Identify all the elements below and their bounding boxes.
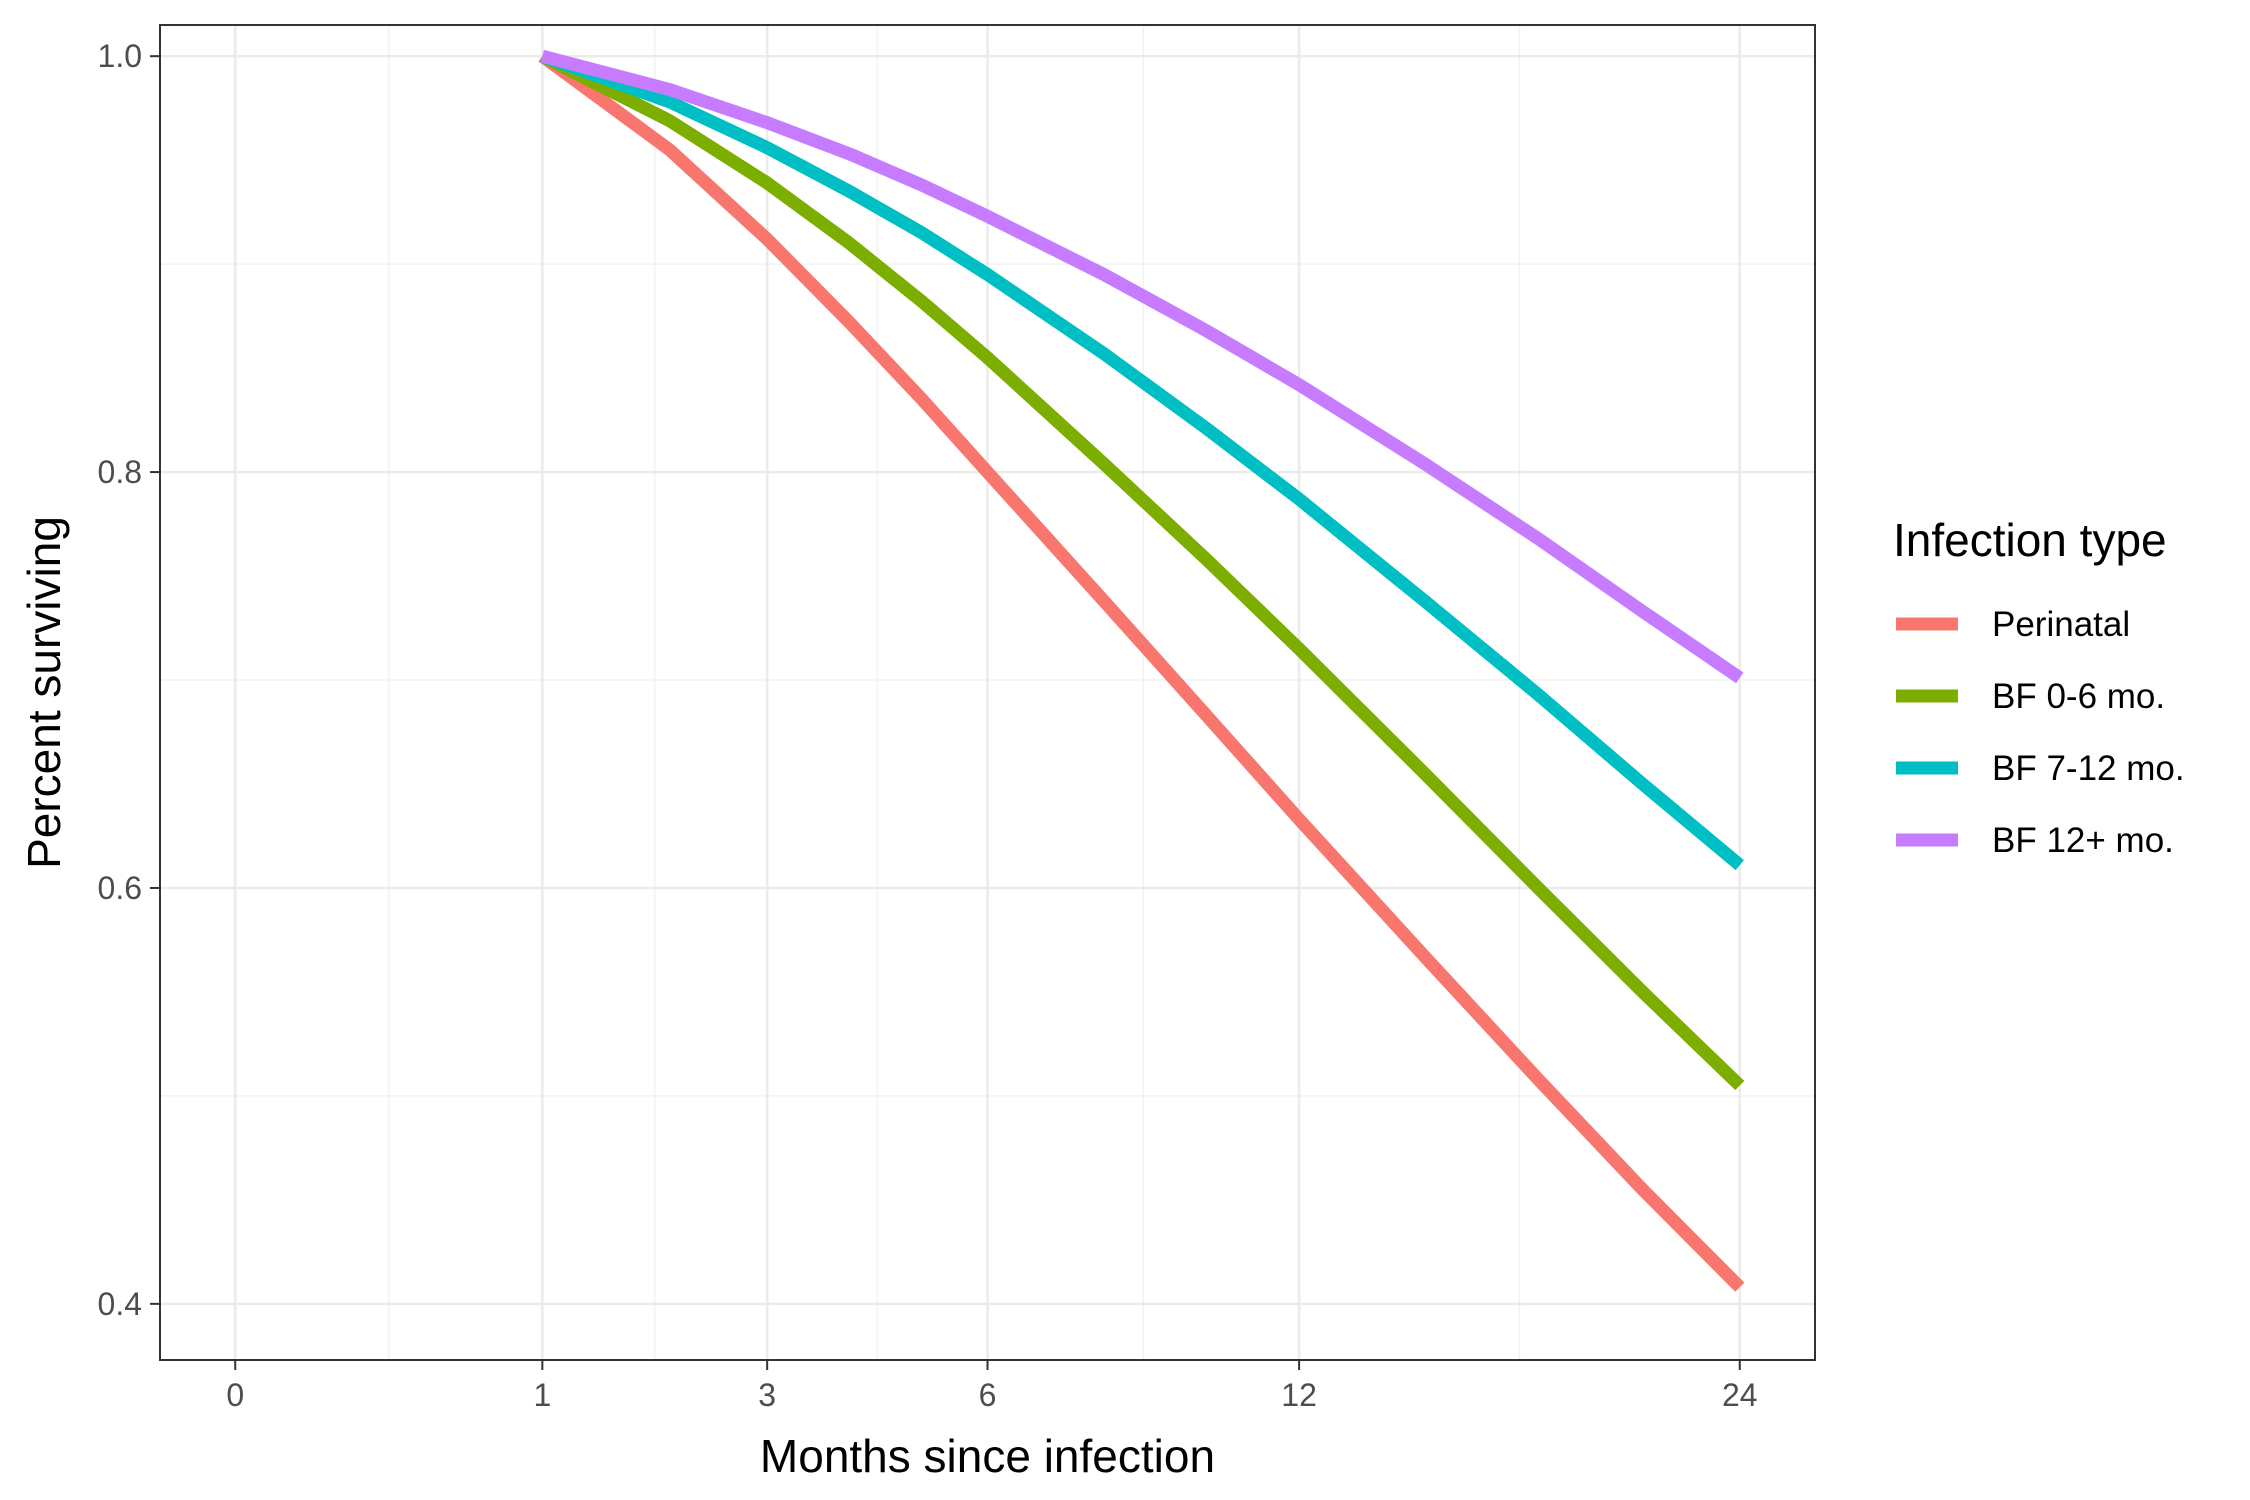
y-tick-label: 0.8 xyxy=(98,454,142,490)
x-tick-label: 6 xyxy=(979,1377,997,1413)
x-tick-label: 24 xyxy=(1722,1377,1758,1413)
x-tick-label: 0 xyxy=(226,1377,244,1413)
x-axis-title: Months since infection xyxy=(760,1430,1215,1482)
legend-label-1: BF 0-6 mo. xyxy=(1992,677,2165,716)
series-lines xyxy=(538,49,1745,1292)
series-line-2 xyxy=(540,50,1744,871)
grid xyxy=(160,25,1815,1360)
legend-label-0: Perinatal xyxy=(1992,605,2130,644)
x-tick-label: 3 xyxy=(758,1377,776,1413)
y-axis-title: Percent surviving xyxy=(18,516,70,869)
y-tick-label: 0.4 xyxy=(98,1286,142,1322)
x-tick-label: 1 xyxy=(533,1377,551,1413)
legend-title: Infection type xyxy=(1893,514,2167,566)
y-tick-label: 0.6 xyxy=(98,870,142,906)
legend-label-3: BF 12+ mo. xyxy=(1992,821,2174,860)
legend-label-2: BF 7-12 mo. xyxy=(1992,749,2185,788)
series-line-0 xyxy=(538,50,1745,1292)
x-tick-label: 12 xyxy=(1281,1377,1317,1413)
y-tick-label: 1.0 xyxy=(98,38,142,74)
axis-ticks: 0 1 3 6 12 24 0.4 0.6 0.8 1.0 xyxy=(98,38,1758,1413)
legend: Perinatal BF 0-6 mo. BF 7-12 mo. BF 12+ mo. xyxy=(1896,605,2185,860)
series-line-1 xyxy=(539,50,1745,1091)
series-line-3 xyxy=(540,49,1744,684)
